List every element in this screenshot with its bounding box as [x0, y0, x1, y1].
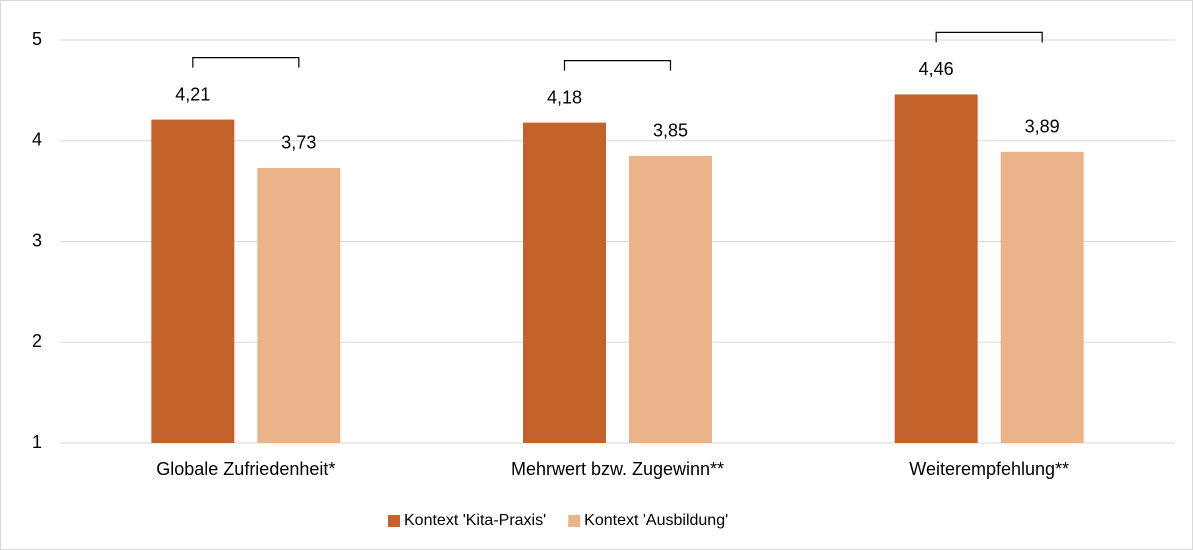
bar: [523, 122, 606, 444]
significance-bracket: [192, 56, 300, 68]
x-tick-label: Globale Zufriedenheit*: [156, 459, 335, 479]
value-label: 4,21: [175, 84, 210, 104]
legend-swatch: [568, 515, 581, 527]
legend-label: Kontext 'Ausbildung': [584, 512, 728, 529]
value-label: 4,18: [547, 87, 582, 107]
value-label: 3,73: [281, 133, 316, 153]
x-tick-label: Weiterempfehlung**: [909, 459, 1069, 479]
y-tick-label: 4: [32, 130, 42, 150]
value-label: 3,85: [653, 121, 688, 141]
bar: [629, 155, 712, 444]
y-tick-label: 2: [32, 331, 42, 351]
y-tick-label: 5: [32, 29, 42, 49]
legend-label: Kontext 'Kita-Praxis': [404, 512, 546, 529]
x-tick-label: Mehrwert bzw. Zugewinn**: [511, 459, 724, 479]
significance-bracket: [935, 31, 1043, 43]
bar: [151, 119, 235, 443]
y-tick-label: 1: [32, 432, 42, 452]
significance-bracket: [563, 60, 672, 71]
bar: [1000, 151, 1084, 443]
legend-swatch: [388, 515, 400, 527]
bar: [257, 167, 341, 443]
value-label: 4,46: [919, 59, 954, 79]
bar: [894, 94, 978, 443]
value-label: 3,89: [1025, 117, 1060, 137]
y-tick-label: 3: [32, 230, 42, 250]
